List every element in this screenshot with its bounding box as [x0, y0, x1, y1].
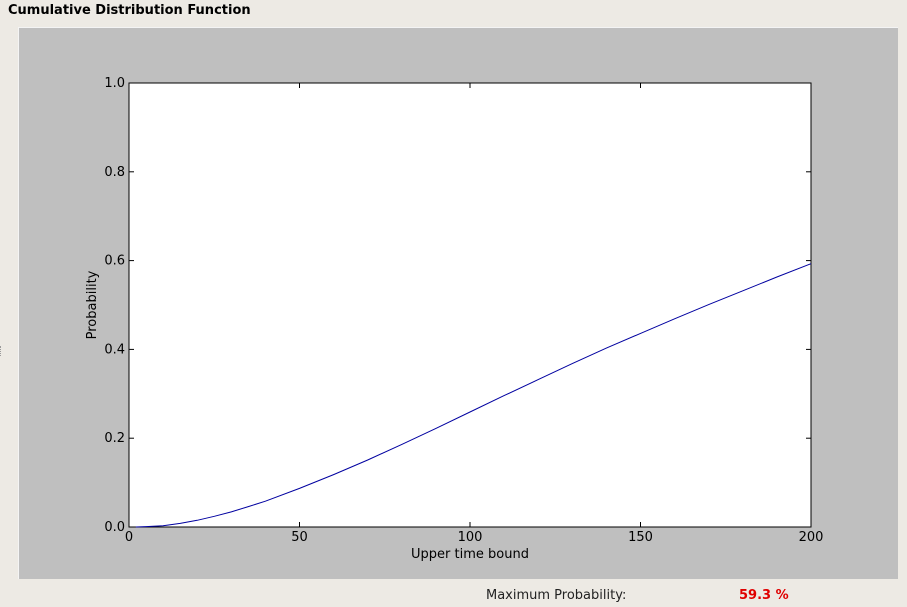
x-tick-label: 100: [458, 530, 483, 545]
y-tick-label: 0.2: [104, 431, 125, 446]
splitter-grip[interactable]: [0, 346, 4, 356]
cdf-series-line: [135, 263, 812, 528]
y-tick-label: 0.4: [104, 342, 125, 357]
x-tick-label: 50: [291, 530, 308, 545]
max-probability-value: 59.3 %: [739, 588, 789, 603]
y-tick-label: 0.0: [104, 520, 125, 535]
x-tick-label: 0: [125, 530, 133, 545]
x-tick-label: 150: [628, 530, 653, 545]
plot-area: [128, 82, 812, 528]
max-probability-label: Maximum Probability:: [486, 588, 627, 603]
y-tick-label: 0.8: [104, 165, 125, 180]
cdf-chart: 0.0 0.2 0.4 0.6 0.8 1.0 0 50 100 150 200 Upper ti…: [85, 76, 824, 562]
y-axis-label: Probability: [85, 270, 100, 339]
y-tick-label: 1.0: [104, 76, 125, 91]
plot-frame: 0.0 0.2 0.4 0.6 0.8 1.0 0 50 100 150 200 Upper ti…: [18, 27, 898, 579]
panel-title: Cumulative Distribution Function: [8, 3, 251, 18]
x-axis-label: Upper time bound: [411, 547, 529, 562]
y-tick-label: 0.6: [104, 254, 125, 269]
x-tick-label: 200: [799, 530, 824, 545]
